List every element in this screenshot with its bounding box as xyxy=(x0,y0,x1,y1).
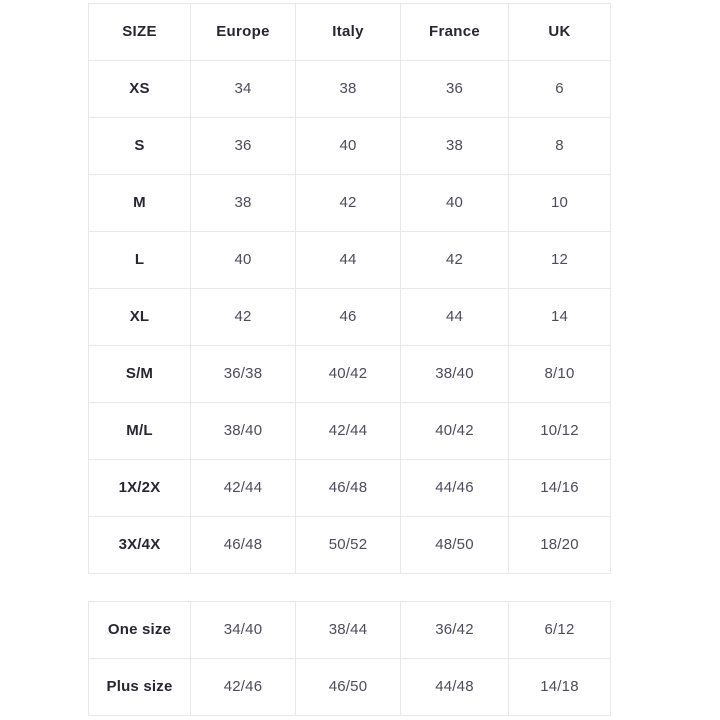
table-row: S 36 40 38 8 xyxy=(88,117,611,175)
cell-size-label: 1X/2X xyxy=(88,459,191,517)
cell-size-label: 3X/4X xyxy=(88,516,191,574)
cell-france-value: 38/40 xyxy=(400,345,509,403)
cell-france-value: 48/50 xyxy=(400,516,509,574)
cell-italy-value: 38 xyxy=(295,60,401,118)
header-row: SIZE Europe Italy France UK xyxy=(88,3,611,61)
cell-size-label: M xyxy=(88,174,191,232)
table-row: M 38 42 40 10 xyxy=(88,174,611,232)
cell-france-value: 36 xyxy=(400,60,509,118)
table-row: S/M 36/38 40/42 38/40 8/10 xyxy=(88,345,611,403)
cell-europe-value: 36/38 xyxy=(190,345,296,403)
table-row: 3X/4X 46/48 50/52 48/50 18/20 xyxy=(88,516,611,574)
cell-uk-value: 8 xyxy=(508,117,611,175)
cell-france-value: 40/42 xyxy=(400,402,509,460)
cell-italy-value: 40 xyxy=(295,117,401,175)
one-size-plus-size-table: One size 34/40 38/44 36/42 6/12 Plus size 42/4… xyxy=(88,601,611,716)
cell-size-label: L xyxy=(88,231,191,289)
cell-italy-value: 46/48 xyxy=(295,459,401,517)
table-row: 1X/2X 42/44 46/48 44/46 14/16 xyxy=(88,459,611,517)
cell-europe-value: 38 xyxy=(190,174,296,232)
cell-france-value: 44/48 xyxy=(400,658,509,716)
cell-uk-value: 14 xyxy=(508,288,611,346)
cell-france-value: 36/42 xyxy=(400,601,509,659)
cell-europe-value: 40 xyxy=(190,231,296,289)
cell-size-label: XS xyxy=(88,60,191,118)
cell-size-label: XL xyxy=(88,288,191,346)
cell-uk-value: 10/12 xyxy=(508,402,611,460)
table-row: One size 34/40 38/44 36/42 6/12 xyxy=(88,601,611,659)
cell-europe-value: 46/48 xyxy=(190,516,296,574)
cell-uk-value: 6/12 xyxy=(508,601,611,659)
cell-france-value: 38 xyxy=(400,117,509,175)
table-row: M/L 38/40 42/44 40/42 10/12 xyxy=(88,402,611,460)
table-header: SIZE Europe Italy France UK xyxy=(88,3,611,61)
cell-europe-value: 42/44 xyxy=(190,459,296,517)
cell-italy-value: 38/44 xyxy=(295,601,401,659)
cell-europe-value: 36 xyxy=(190,117,296,175)
cell-france-value: 40 xyxy=(400,174,509,232)
cell-size-label: S xyxy=(88,117,191,175)
cell-europe-value: 34 xyxy=(190,60,296,118)
cell-uk-value: 14/16 xyxy=(508,459,611,517)
cell-europe-value: 42/46 xyxy=(190,658,296,716)
cell-italy-value: 42/44 xyxy=(295,402,401,460)
cell-italy-value: 44 xyxy=(295,231,401,289)
cell-size-label: Plus size xyxy=(88,658,191,716)
cell-italy-value: 50/52 xyxy=(295,516,401,574)
cell-france-value: 42 xyxy=(400,231,509,289)
table-row: L 40 44 42 12 xyxy=(88,231,611,289)
table-row: XS 34 38 36 6 xyxy=(88,60,611,118)
cell-europe-value: 38/40 xyxy=(190,402,296,460)
table-body: XS 34 38 36 6 S 36 40 38 8 M 38 42 40 10 L 40 44 42 12 XL 42 4… xyxy=(88,60,611,574)
cell-france-value: 44/46 xyxy=(400,459,509,517)
cell-italy-value: 46/50 xyxy=(295,658,401,716)
column-header-uk: UK xyxy=(508,3,611,61)
cell-uk-value: 12 xyxy=(508,231,611,289)
cell-uk-value: 10 xyxy=(508,174,611,232)
column-header-france: France xyxy=(400,3,509,61)
cell-france-value: 44 xyxy=(400,288,509,346)
cell-size-label: M/L xyxy=(88,402,191,460)
cell-uk-value: 6 xyxy=(508,60,611,118)
cell-uk-value: 18/20 xyxy=(508,516,611,574)
cell-size-label: S/M xyxy=(88,345,191,403)
cell-europe-value: 34/40 xyxy=(190,601,296,659)
size-conversion-table: SIZE Europe Italy France UK XS 34 38 36 6 S 36… xyxy=(88,3,611,574)
table-row: Plus size 42/46 46/50 44/48 14/18 xyxy=(88,658,611,716)
cell-uk-value: 14/18 xyxy=(508,658,611,716)
column-header-italy: Italy xyxy=(295,3,401,61)
column-header-europe: Europe xyxy=(190,3,296,61)
table-body: One size 34/40 38/44 36/42 6/12 Plus size 42/4… xyxy=(88,601,611,716)
cell-italy-value: 40/42 xyxy=(295,345,401,403)
table-row: XL 42 46 44 14 xyxy=(88,288,611,346)
cell-uk-value: 8/10 xyxy=(508,345,611,403)
cell-italy-value: 46 xyxy=(295,288,401,346)
column-header-size: SIZE xyxy=(88,3,191,61)
cell-size-label: One size xyxy=(88,601,191,659)
cell-europe-value: 42 xyxy=(190,288,296,346)
cell-italy-value: 42 xyxy=(295,174,401,232)
